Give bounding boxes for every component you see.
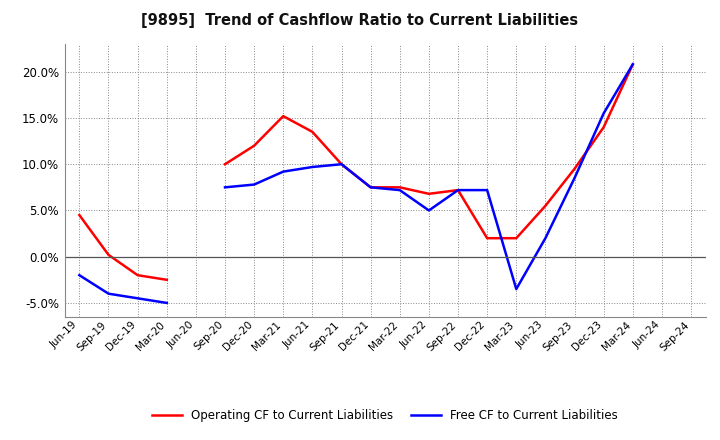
- Operating CF to Current Liabilities: [163, 277, 171, 282]
- Line: Free CF to Current Liabilities: Free CF to Current Liabilities: [79, 275, 167, 303]
- Operating CF to Current Liabilities: [104, 252, 113, 257]
- Operating CF to Current Liabilities: [75, 213, 84, 218]
- Free CF to Current Liabilities: [163, 300, 171, 305]
- Free CF to Current Liabilities: [104, 291, 113, 296]
- Text: [9895]  Trend of Cashflow Ratio to Current Liabilities: [9895] Trend of Cashflow Ratio to Curren…: [141, 13, 579, 28]
- Legend: Operating CF to Current Liabilities, Free CF to Current Liabilities: Operating CF to Current Liabilities, Fre…: [148, 404, 623, 427]
- Operating CF to Current Liabilities: [133, 272, 142, 278]
- Line: Operating CF to Current Liabilities: Operating CF to Current Liabilities: [79, 215, 167, 280]
- Free CF to Current Liabilities: [75, 272, 84, 278]
- Free CF to Current Liabilities: [133, 296, 142, 301]
